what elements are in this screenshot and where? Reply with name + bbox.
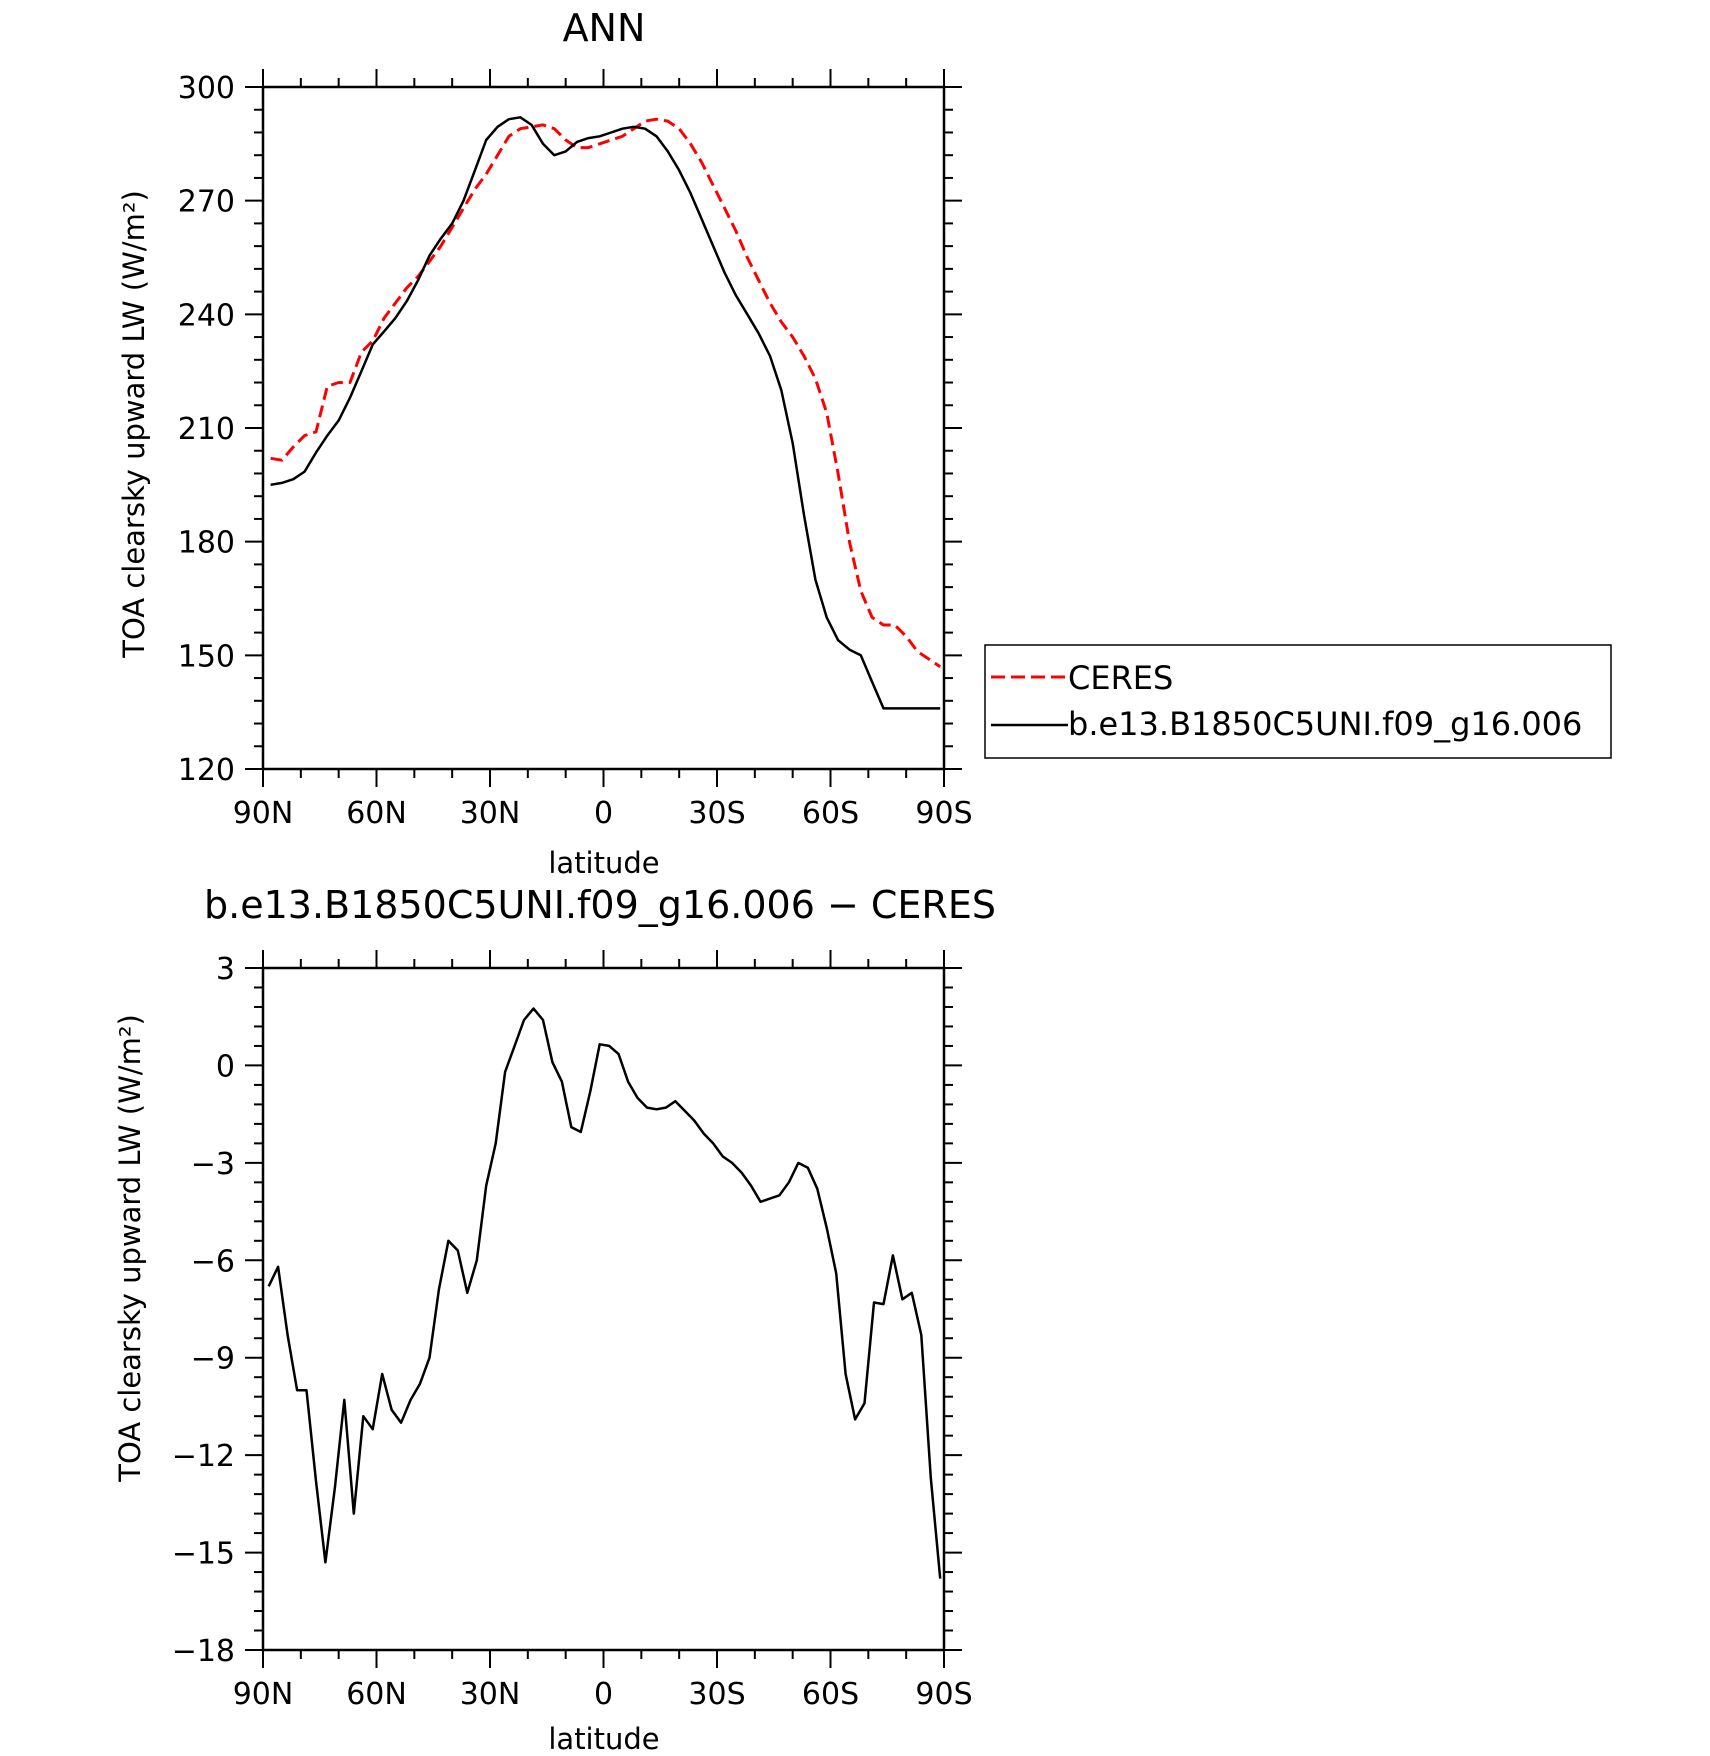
- x-tick-label: 60N: [346, 796, 407, 831]
- x-axis-label: latitude: [548, 846, 659, 880]
- y-tick-label: −12: [172, 1439, 235, 1474]
- legend-ceres-label: CERES: [1068, 659, 1173, 697]
- y-tick-label: −9: [191, 1342, 235, 1377]
- plot-frame: [261, 85, 946, 771]
- legend: CERES b.e13.B1850C5UNI.f09_g16.006: [984, 644, 1612, 759]
- y-tick-label: 0: [216, 1049, 235, 1084]
- y-tick-label: −6: [191, 1244, 235, 1279]
- y-tick-label: 240: [178, 298, 235, 333]
- x-tick-label: 30S: [688, 796, 745, 831]
- x-axis-label: latitude: [548, 1722, 659, 1756]
- y-tick-label: −15: [172, 1537, 235, 1572]
- x-tick-label: 0: [594, 1677, 613, 1712]
- x-tick-label: 90N: [233, 1677, 294, 1712]
- legend-box: [984, 644, 1612, 759]
- chart-bottom: b.e13.B1850C5UNI.f09_g16.006 − CERES lat…: [113, 883, 996, 1756]
- y-tick-label: −3: [191, 1147, 235, 1182]
- y-tick-label: 120: [178, 753, 235, 788]
- y-tick-label: 150: [178, 639, 235, 674]
- chart-title: b.e13.B1850C5UNI.f09_g16.006 − CERES: [204, 883, 996, 927]
- x-tick-label: 60S: [802, 1677, 859, 1712]
- series-line-b-e13-b1850c5uni-f09-g16-006: [270, 116, 941, 710]
- plot-frame: [261, 966, 946, 1652]
- series-line-difference: [267, 1007, 942, 1579]
- x-tick-label: 30N: [460, 796, 521, 831]
- legend-model-label: b.e13.B1850C5UNI.f09_g16.006: [1068, 705, 1582, 743]
- x-tick-label: 60N: [346, 1677, 407, 1712]
- series-line-ceres: [270, 117, 942, 668]
- y-axis-label: TOA clearsky upward LW (W/m²): [117, 190, 151, 659]
- x-tick-label: 30S: [688, 1677, 745, 1712]
- chart-title: ANN: [563, 6, 646, 50]
- x-tick-label: 90S: [915, 1677, 972, 1712]
- chart-top: ANN latitude TOA clearsky upward LW (W/m…: [117, 6, 1612, 880]
- x-tick-label: 90S: [915, 796, 972, 831]
- y-tick-label: −18: [172, 1634, 235, 1669]
- x-tick-label: 90N: [233, 796, 294, 831]
- y-tick-label: 3: [216, 952, 235, 987]
- x-tick-label: 30N: [460, 1677, 521, 1712]
- x-tick-label: 0: [594, 796, 613, 831]
- y-tick-label: 300: [178, 71, 235, 106]
- y-tick-label: 270: [178, 185, 235, 220]
- x-tick-label: 60S: [802, 796, 859, 831]
- y-tick-label: 210: [178, 412, 235, 447]
- y-axis-label: TOA clearsky upward LW (W/m²): [113, 1014, 147, 1483]
- y-tick-label: 180: [178, 526, 235, 561]
